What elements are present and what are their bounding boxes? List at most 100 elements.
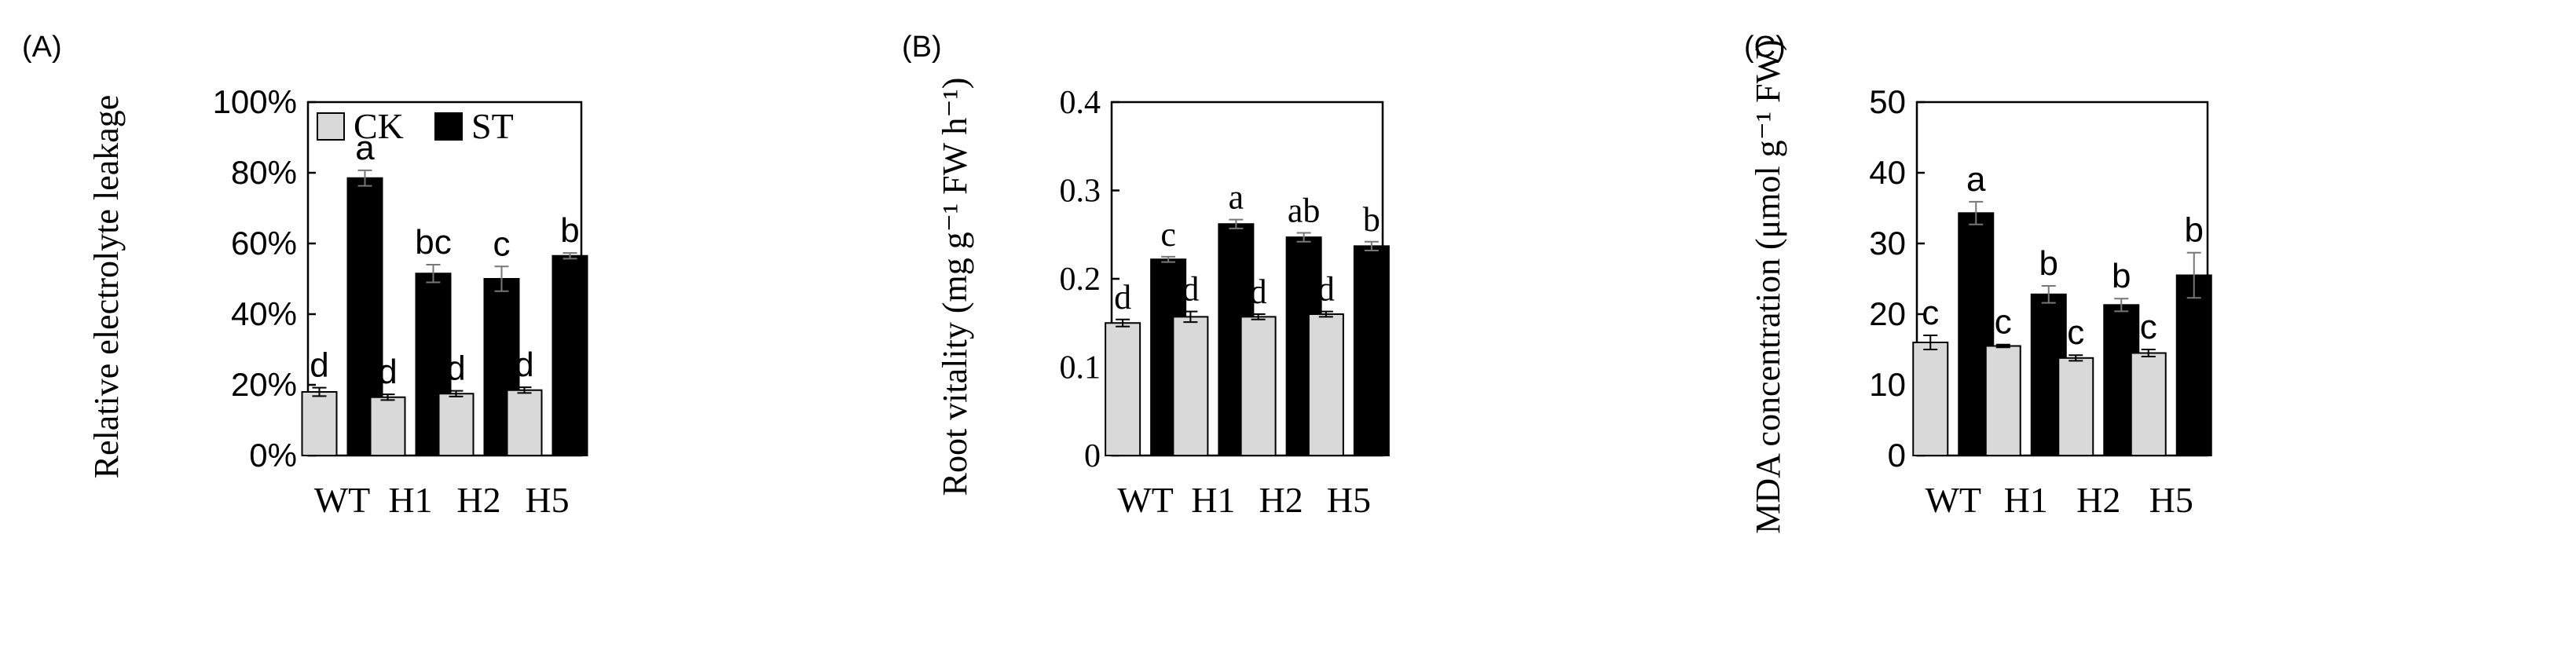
x-tick-label: H2 [456, 480, 500, 520]
error-bar [380, 393, 395, 401]
error-bar [449, 390, 464, 397]
significance-letter: d [1250, 273, 1267, 311]
significance-letter: c [2140, 308, 2157, 346]
bar-st [1353, 245, 1390, 456]
significance-letter: d [310, 346, 328, 385]
y-axis-label: Relative electrolyte leakage [87, 95, 126, 479]
significance-letter: c [2067, 313, 2084, 352]
y-tick-label: 40 [1869, 154, 1906, 191]
x-tick-label: WT [1925, 480, 1981, 520]
y-tick-label: 0.4 [1060, 85, 1101, 121]
bar-ck [1172, 316, 1209, 456]
x-tick-label: H2 [1259, 480, 1303, 520]
significance-letter: b [2112, 257, 2131, 295]
y-tick-label: 0.3 [1060, 174, 1101, 210]
significance-letter: b [1363, 200, 1380, 239]
error-bar [2041, 285, 2056, 304]
error-bar [494, 265, 509, 292]
error-bar [2186, 251, 2201, 299]
significance-letter: d [1317, 270, 1335, 309]
legend-label-ck: CK [354, 106, 404, 146]
bar-ck [369, 396, 406, 456]
significance-letter: b [2039, 244, 2058, 283]
significance-letter: d [515, 346, 533, 384]
error-bar [2068, 354, 2083, 362]
legend: CK ST [317, 106, 514, 146]
legend-swatch-ck [317, 112, 345, 141]
significance-letter: c [1995, 303, 2012, 342]
significance-letter: a [1966, 160, 1986, 199]
legend-swatch-st [434, 112, 463, 141]
significance-letter: d [1182, 270, 1199, 309]
y-tick-label: 0 [1084, 438, 1101, 474]
error-bar [1364, 240, 1379, 251]
x-tick-label: WT [314, 480, 371, 520]
y-axis-label: MDA concentration (μmol g⁻¹ FW) [1749, 39, 1787, 533]
y-tick-label: 0.2 [1060, 262, 1101, 298]
error-bar [357, 169, 372, 187]
y-tick-label: 60% [231, 225, 297, 262]
y-tick-label: 40% [231, 295, 297, 332]
y-tick-label: 20% [231, 366, 297, 403]
error-bar [1969, 200, 1984, 225]
significance-letter: d [1114, 278, 1131, 317]
error-bar [1923, 335, 1938, 350]
bar-ck [1912, 342, 1949, 456]
bar-ck [1984, 345, 2021, 456]
x-tick-label: H1 [388, 480, 432, 520]
error-bar [1183, 310, 1198, 324]
panel-label: (A) [22, 31, 62, 64]
error-bar [1229, 218, 1244, 229]
significance-letter: c [493, 225, 511, 263]
x-tick-label: H5 [1327, 480, 1371, 520]
y-tick-label: 10 [1869, 366, 1906, 403]
panel-label: (C) [1744, 31, 1786, 64]
error-bar [312, 386, 327, 397]
x-tick-label: H2 [2076, 480, 2120, 520]
panel-0: (A) 0% 20% 40% 60% 80% 100% WT d a H1 d bc H2 d c H5 d b Re… [22, 31, 588, 520]
y-tick-label: 0% [249, 437, 297, 474]
y-tick-label: 0.1 [1060, 350, 1101, 386]
y-tick-label: 80% [231, 154, 297, 191]
bar-ck [2130, 352, 2167, 456]
error-bar [2114, 298, 2129, 313]
bar-ck [1240, 316, 1277, 456]
error-bar [562, 252, 577, 260]
error-bar [1161, 255, 1176, 263]
significance-letter: c [1160, 215, 1176, 254]
bar-st [2175, 274, 2212, 456]
error-bar [426, 264, 441, 284]
y-tick-label: 20 [1869, 295, 1906, 332]
bar-ck [506, 389, 543, 456]
legend-label-st: ST [471, 106, 514, 146]
significance-letter: c [1922, 294, 1939, 332]
bar-ck [438, 393, 475, 456]
error-bar [1116, 318, 1130, 328]
significance-letter: ab [1288, 192, 1321, 230]
bar-st [551, 254, 588, 456]
significance-letter: a [1229, 178, 1244, 217]
bar-ck [301, 391, 338, 456]
bar-ck [2058, 357, 2094, 456]
error-bar [1251, 313, 1266, 320]
error-bar [1296, 232, 1311, 243]
significance-letter: b [2185, 211, 2204, 250]
error-bar [517, 386, 532, 394]
error-bar [2141, 349, 2156, 357]
x-tick-label: H1 [1191, 480, 1235, 520]
x-tick-label: H1 [2004, 480, 2048, 520]
y-tick-label: 30 [1869, 225, 1906, 262]
error-bar [1318, 310, 1333, 318]
x-tick-label: WT [1117, 480, 1174, 520]
significance-letter: d [446, 349, 465, 388]
x-tick-label: H5 [2149, 480, 2193, 520]
significance-letter: a [355, 129, 375, 167]
panel-label: (B) [902, 31, 942, 64]
y-axis-label: Root vitality (mg g⁻¹ FW h⁻¹) [936, 78, 974, 496]
significance-letter: bc [415, 223, 451, 262]
significance-letter: b [560, 211, 579, 250]
y-tick-label: 0 [1888, 437, 1906, 474]
